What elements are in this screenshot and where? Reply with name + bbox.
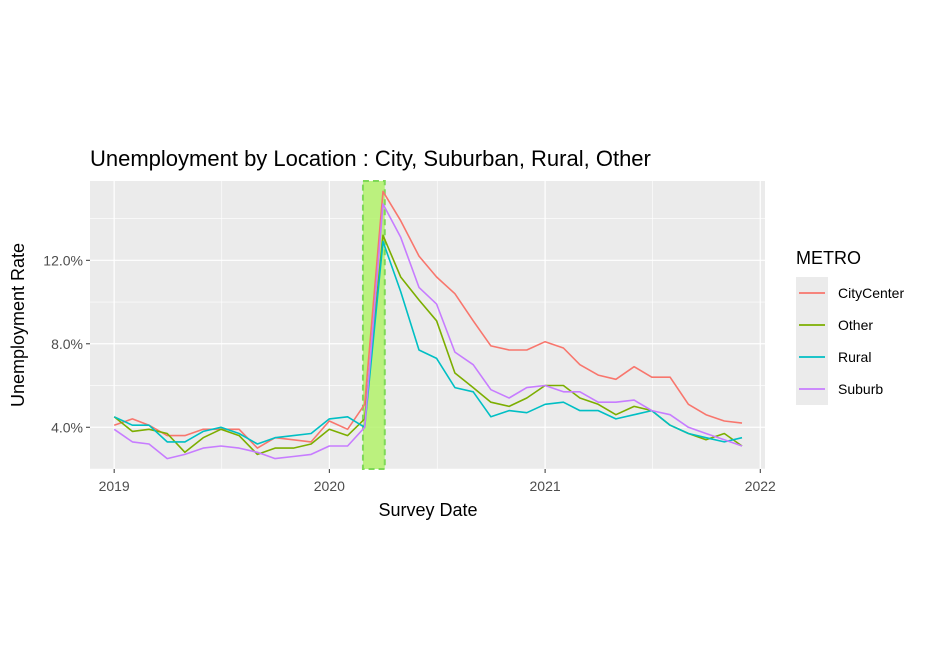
y-axis-ticks: 4.0% 8.0% 12.0%	[43, 252, 90, 435]
series-line-other	[113, 234, 743, 456]
chart-title: Unemployment by Location : City, Suburba…	[90, 146, 651, 171]
legend-label-suburb: Suburb	[838, 381, 883, 397]
x-axis-ticks: 2019 2020 2021 2022	[99, 469, 776, 494]
legend-label-citycenter: CityCenter	[838, 285, 904, 301]
series-lines	[113, 190, 743, 460]
x-tick-label: 2022	[745, 478, 776, 494]
x-tick-label: 2021	[530, 478, 561, 494]
y-tick-label: 4.0%	[51, 419, 83, 435]
legend-label-other: Other	[838, 317, 873, 333]
series-line-rural	[113, 240, 743, 445]
legend-title: METRO	[796, 248, 861, 268]
major-gridlines	[90, 181, 765, 469]
x-tick-label: 2020	[314, 478, 345, 494]
y-axis-title: Unemployment Rate	[8, 243, 28, 407]
series-line-citycenter	[113, 190, 743, 449]
plot-panel	[90, 181, 765, 469]
series-line-suburb	[113, 203, 743, 460]
y-tick-label: 8.0%	[51, 336, 83, 352]
x-axis-title: Survey Date	[378, 500, 477, 520]
legend: METRO CityCenter Other Rural Suburb	[796, 248, 904, 405]
minor-gridlines	[90, 181, 765, 470]
x-tick-label: 2019	[99, 478, 130, 494]
legend-label-rural: Rural	[838, 349, 871, 365]
y-tick-label: 12.0%	[43, 252, 83, 268]
